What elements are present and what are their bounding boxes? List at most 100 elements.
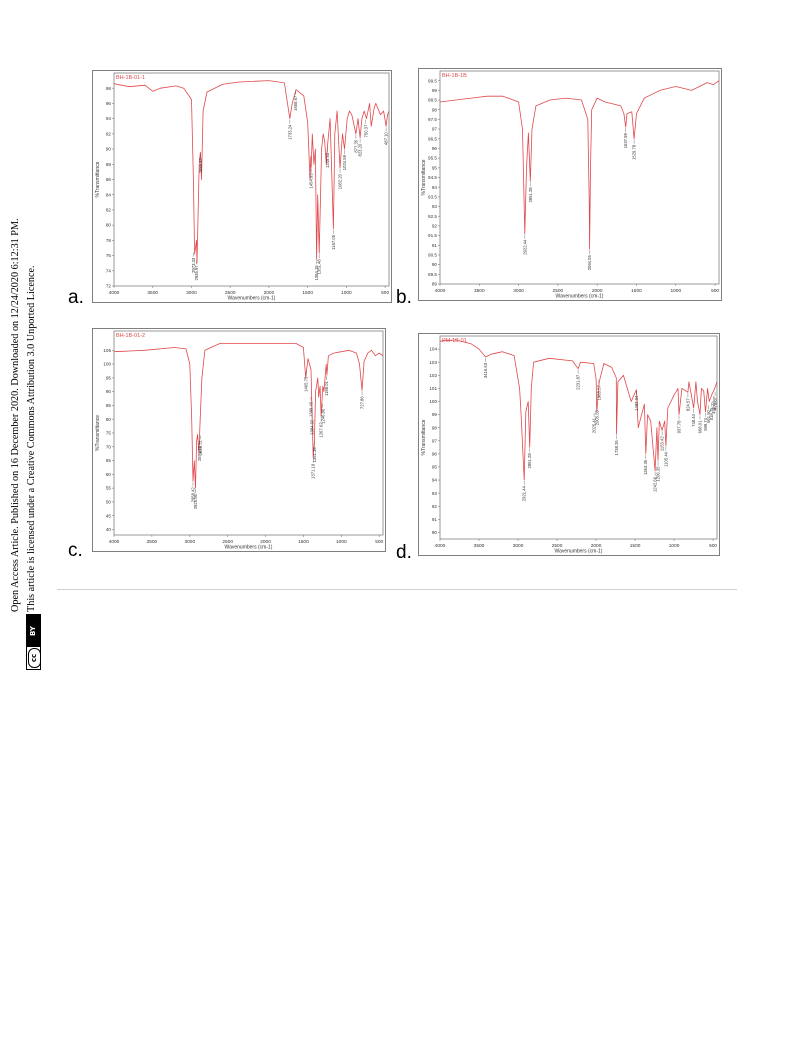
y-tick-label: 103 xyxy=(429,360,437,365)
peak-label: 2973.33 xyxy=(191,257,196,273)
x-tick-label: 500 xyxy=(711,288,719,294)
peak-label: 475.87 xyxy=(713,396,718,409)
peak-label: 1024.59 xyxy=(342,154,347,170)
y-tick-label: 96 xyxy=(432,146,438,151)
peak-label: 561.50 xyxy=(706,409,711,422)
x-tick-label: 2000 xyxy=(592,288,603,294)
x-tick-label: 1500 xyxy=(630,543,641,549)
y-tick-label: 92 xyxy=(106,131,112,136)
x-tick-label: 2000 xyxy=(264,290,275,296)
y-tick-label: 94 xyxy=(106,116,112,121)
peak-label: 1206.35 xyxy=(656,466,661,482)
peak-label: 487.10 xyxy=(384,132,389,145)
sample-id-b: BH-1B-1B xyxy=(442,73,467,79)
peak-label: 2925.56 xyxy=(193,493,198,509)
peak-label: 937.78 xyxy=(677,420,682,433)
peak-label: 1198.01 xyxy=(324,380,329,395)
y-tick-label: 74 xyxy=(106,268,112,273)
license-sidebar: cc BY Open Access Article. Published on … xyxy=(4,150,44,670)
y-tick-label: 100 xyxy=(103,362,111,367)
x-tick-label: 3000 xyxy=(186,290,197,296)
y-tick-label: 95.5 xyxy=(428,156,437,161)
spectrum-line-d xyxy=(439,339,718,481)
peak-label: 1637.99 xyxy=(623,132,628,148)
spectrum-chart-d: PM-1B-01 4000 3500 3000 2500 2000 1500 1000 500 9… xyxy=(418,333,720,556)
peak-label: 1384.15 xyxy=(314,265,319,281)
y-tick-label: 98 xyxy=(432,425,438,430)
peak-label: 824.57 xyxy=(685,398,690,411)
y-tick-label: 93.5 xyxy=(428,194,437,199)
cc-by-badge[interactable]: cc BY xyxy=(26,614,41,670)
y-tick-label: 80 xyxy=(106,417,112,422)
peak-label: 2885.42 xyxy=(198,157,203,173)
spectrum-chart-c: BH-1B-01-2 4000 3500 3000 2500 2000 1500 1000 50… xyxy=(92,328,386,552)
peak-label: 2851.28 xyxy=(528,187,533,203)
y-tick-label: 90 xyxy=(106,389,112,394)
peak-label: 727.86 xyxy=(360,396,365,409)
peak-label: 2025.41 xyxy=(592,417,597,433)
y-tick-label: 82 xyxy=(106,208,112,213)
x-axis-label: Wavenumbers (cm-1) xyxy=(556,294,604,300)
plot-area-d xyxy=(439,335,718,540)
peak-label: 1351.39 xyxy=(312,447,317,463)
y-tick-label: 40 xyxy=(106,527,112,532)
x-axis-label: Wavenumbers (cm-1) xyxy=(555,549,603,555)
y-tick-label: 91 xyxy=(432,243,438,248)
y-tick-label: 90 xyxy=(432,530,438,535)
x-tick-label: 2500 xyxy=(225,290,236,296)
x-tick-label: 2000 xyxy=(260,539,271,545)
spectrum-panel-b: BH-1B-1B 4000 3500 3000 2500 2000 1500 1000 500 8… xyxy=(418,68,722,301)
y-tick-label: 99 xyxy=(432,412,438,417)
y-tick-label: 99 xyxy=(432,88,438,93)
x-tick-label: 1500 xyxy=(631,288,642,294)
x-tick-label: 3000 xyxy=(513,288,524,294)
y-tick-label: 95 xyxy=(432,465,438,470)
x-tick-label: 3000 xyxy=(184,539,195,545)
x-tick-label: 3500 xyxy=(147,290,158,296)
peak-label: 2005.55 xyxy=(594,409,599,425)
x-tick-label: 3500 xyxy=(474,288,485,294)
y-tick-label: 98 xyxy=(432,107,438,112)
spectrum-panel-a: BH-1B-01-1 4000 3500 3000 2500 2000 1500 1000 50… xyxy=(92,70,392,303)
sample-id-d: PM-1B-01 xyxy=(442,338,467,344)
y-tick-label: 99.5 xyxy=(428,78,437,83)
sample-id-a: BH-1B-01-1 xyxy=(116,75,145,81)
y-tick-label: 104 xyxy=(429,347,437,352)
x-tick-label: 2500 xyxy=(553,288,564,294)
peak-label: 1267.62 xyxy=(319,422,324,438)
peak-label: 1454.93 xyxy=(309,173,314,189)
x-tick-label: 1000 xyxy=(669,543,680,549)
by-icon: BY xyxy=(27,615,40,647)
license-link[interactable]: This article is licensed under a Creativ… xyxy=(26,265,37,612)
outer-frame-d xyxy=(418,333,720,556)
peak-label: 1351.48 xyxy=(317,259,322,275)
cc-icon: cc xyxy=(28,648,41,668)
y-tick-label: 89 xyxy=(432,282,438,287)
y-tick-label: 90 xyxy=(106,147,112,152)
x-tick-label: 4000 xyxy=(109,539,120,545)
y-tick-label: 98.5 xyxy=(428,98,437,103)
y-tick-label: 84 xyxy=(106,192,112,197)
y-tick-label: 50 xyxy=(106,500,112,505)
y-tick-label: 70 xyxy=(106,444,112,449)
peak-label: 1242.66 xyxy=(653,476,658,492)
y-tick-label: 92.5 xyxy=(428,214,437,219)
peak-label: 1246.86 xyxy=(320,408,325,424)
y-tick-label: 102 xyxy=(429,373,437,378)
y-tick-label: 92 xyxy=(432,224,438,229)
peak-label: 1965.57 xyxy=(596,385,601,401)
peak-label: 1529.78 xyxy=(632,144,637,160)
y-tick-label: 96 xyxy=(432,451,438,456)
peak-label: 1733.24 xyxy=(287,124,292,140)
x-tick-label: 1000 xyxy=(341,290,352,296)
y-tick-label: 65 xyxy=(106,458,112,463)
panel-label-b: b. xyxy=(396,287,412,308)
peak-label: 2922.44 xyxy=(522,239,527,255)
y-axis-label: %Transmittance xyxy=(421,159,427,195)
peak-label: 2871.75 xyxy=(197,445,202,461)
peak-label: 2935.97 xyxy=(194,265,199,281)
peak-label: 490.00 xyxy=(711,400,716,413)
x-tick-label: 1500 xyxy=(298,539,309,545)
x-axis-label: Wavenumbers (cm-1) xyxy=(225,545,273,551)
peak-label: 599.74 xyxy=(703,417,708,430)
